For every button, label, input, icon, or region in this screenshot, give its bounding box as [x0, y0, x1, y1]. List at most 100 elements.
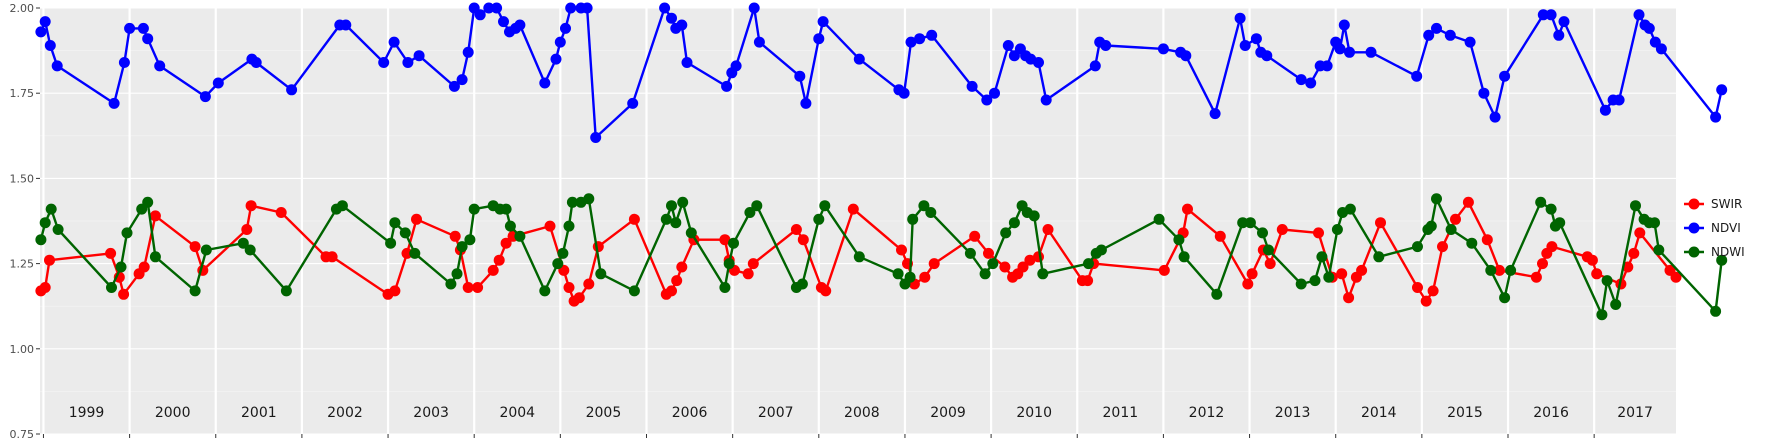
swir-point — [1024, 254, 1036, 266]
ndvi-point — [1545, 9, 1557, 21]
year-label-2006: 2006 — [672, 405, 708, 421]
ndvi-point — [1710, 111, 1722, 123]
swir-point — [1343, 292, 1355, 304]
swir-point — [1276, 224, 1288, 235]
swir-point — [1622, 261, 1634, 273]
legend-item-swir: SWIR — [1684, 197, 1742, 211]
ndwi-point — [1211, 288, 1223, 300]
ndvi-point — [1002, 40, 1014, 51]
swir-point — [1264, 258, 1276, 270]
ndwi-point — [918, 200, 930, 212]
ndvi-point — [402, 57, 414, 68]
ndvi-point — [137, 22, 149, 34]
ndwi-point — [1257, 227, 1268, 239]
ndvi-point — [474, 9, 486, 21]
swir-point — [742, 268, 754, 280]
ndwi-point — [1425, 220, 1437, 232]
ndwi-point — [670, 217, 682, 229]
ndwi-point — [1316, 251, 1328, 263]
ndwi-point — [660, 213, 672, 225]
ndvi-point — [914, 33, 926, 45]
ndvi-point — [1239, 40, 1251, 51]
ndvi-point — [1365, 46, 1377, 58]
ndwi-point — [1178, 251, 1190, 263]
swir-point — [1628, 247, 1640, 259]
ndwi-point — [1554, 217, 1566, 229]
ndwi-point — [142, 196, 154, 208]
ndvi-point — [1209, 108, 1221, 120]
ndwi-point — [819, 200, 831, 212]
ndvi-point — [1655, 43, 1667, 55]
grid — [40, 7, 1676, 435]
ndvi-point — [554, 36, 566, 48]
ndvi-point — [1295, 74, 1307, 86]
swir-point — [999, 261, 1011, 273]
year-label-2003: 2003 — [413, 405, 449, 421]
ndwi-point — [1309, 275, 1321, 287]
swir-point — [671, 275, 683, 287]
swir-point — [719, 234, 731, 246]
ndwi-point — [1037, 268, 1049, 280]
ndwi-line — [39, 197, 1723, 316]
ndwi-point — [1095, 244, 1107, 256]
ndwi-point — [987, 258, 999, 270]
year-label-2009: 2009 — [930, 405, 966, 421]
swir-point — [1493, 264, 1505, 276]
ndwi-point — [149, 251, 161, 263]
swir-point — [138, 261, 150, 273]
swir-point — [628, 213, 640, 225]
ndvi-point — [730, 60, 742, 72]
swir-point — [790, 224, 802, 235]
ndvi-point — [108, 97, 120, 109]
ndwi-point — [853, 251, 865, 263]
ndwi-point — [1237, 217, 1249, 229]
ndvi-point — [1040, 94, 1052, 106]
ndvi-point — [1599, 104, 1611, 116]
ndvi-point — [378, 57, 390, 68]
ndvi-point — [1431, 22, 1442, 34]
legend: SWIR NDVI NDWI — [1684, 197, 1745, 259]
swir-point — [1246, 268, 1258, 280]
swir-point — [1412, 282, 1423, 293]
ndvi-point — [1100, 40, 1112, 51]
swir-point — [1214, 230, 1226, 242]
ndwi-point — [280, 285, 292, 297]
ndwi-point — [456, 241, 468, 253]
ndvi-point — [286, 84, 298, 96]
swir-point — [44, 254, 55, 266]
legend-label-ndwi: NDWI — [1711, 245, 1745, 259]
swir-point — [1481, 234, 1493, 246]
ndvi-point — [154, 60, 166, 72]
ndwi-point — [39, 217, 51, 229]
ndwi-point — [964, 247, 976, 259]
ndwi-point — [583, 193, 595, 205]
ndwi-point — [409, 247, 421, 259]
ndwi-point — [200, 244, 212, 256]
ndwi-point — [451, 268, 463, 280]
ndvi-point — [1478, 87, 1490, 99]
ndwi-point — [1499, 292, 1511, 304]
ndvi-point — [1250, 33, 1262, 45]
ndwi-point — [728, 237, 739, 249]
ndwi-point — [904, 271, 916, 283]
ndvi-point — [989, 87, 1000, 99]
swir-point — [1356, 264, 1368, 276]
y-tick-label: 1.75 — [10, 87, 35, 100]
ndvi-point — [926, 29, 938, 41]
ndwi-point — [1649, 217, 1660, 229]
ndwi-point — [744, 207, 756, 218]
legend-item-ndvi: NDVI — [1684, 221, 1741, 235]
ndvi-point — [1033, 57, 1044, 68]
ndwi-point — [892, 268, 904, 280]
ndvi-point — [539, 77, 551, 89]
ndvi-point — [35, 26, 47, 38]
swir-point — [1537, 258, 1548, 270]
ndvi-point — [560, 22, 571, 34]
ndvi-point — [721, 80, 733, 92]
y-tick-label: 1.50 — [10, 172, 35, 185]
year-label-2012: 2012 — [1189, 405, 1225, 421]
swir-point — [449, 230, 461, 242]
ndwi-point — [1295, 278, 1307, 290]
y-tick-label: 1.25 — [10, 258, 35, 271]
